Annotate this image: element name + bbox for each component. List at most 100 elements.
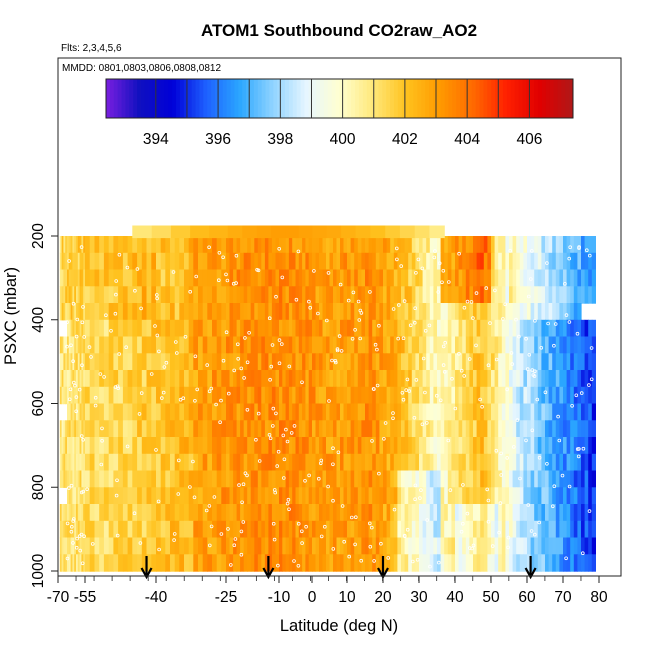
heatmap-cell: [465, 537, 470, 555]
colorbar-segment: [308, 79, 313, 118]
heatmap-cell: [322, 520, 327, 539]
heatmap-cell: [379, 269, 384, 287]
heatmap-cell: [198, 336, 204, 354]
sample-point: [484, 286, 489, 290]
heatmap-cell: [63, 453, 66, 472]
heatmap-cell: [103, 236, 110, 254]
heatmap-cell: [440, 470, 445, 488]
heatmap-cell: [240, 353, 245, 371]
heatmap-cell: [250, 386, 255, 405]
heatmap-cell-upper: [312, 225, 328, 239]
heatmap-cell: [552, 537, 557, 555]
sample-point: [65, 344, 69, 349]
sample-point: [369, 525, 374, 530]
heatmap-cell: [268, 537, 273, 555]
heatmap-cell: [523, 487, 528, 505]
heatmap-cell: [302, 420, 306, 438]
heatmap-cell: [347, 319, 352, 338]
heatmap-cell: [261, 403, 266, 421]
heatmap-cell: [188, 286, 194, 304]
heatmap-cell: [70, 269, 73, 287]
heatmap-cell: [322, 453, 327, 472]
colorbar-frame: [105, 78, 574, 119]
heatmap-cell: [326, 504, 331, 522]
heatmap-cell: [103, 286, 110, 304]
heatmap-cell: [275, 386, 280, 405]
heatmap-cell: [365, 269, 370, 287]
colorbar-segment: [522, 79, 527, 118]
heatmap-cell: [156, 520, 162, 539]
sample-point: [415, 557, 420, 562]
sample-point: [434, 393, 439, 398]
heatmap-cell: [184, 437, 190, 455]
sample-point: [335, 347, 340, 351]
heatmap-cell: [59, 504, 63, 522]
heatmap-cell: [570, 252, 575, 271]
heatmap-cell: [559, 319, 564, 338]
heatmap-cell: [487, 487, 492, 505]
colorbar-segment: [234, 79, 239, 118]
heatmap-cell: [527, 252, 532, 271]
heatmap-cell: [250, 319, 255, 338]
heatmap-cell: [233, 303, 238, 321]
heatmap-cell: [261, 303, 266, 321]
heatmap-cell: [379, 403, 384, 421]
heatmap-cell: [408, 403, 413, 421]
heatmap-cell: [537, 420, 542, 438]
heatmap-cell: [108, 520, 114, 539]
sample-point: [391, 416, 395, 421]
sample-point: [277, 247, 282, 251]
heatmap-cell: [447, 554, 452, 572]
heatmap-cell: [254, 370, 259, 388]
heatmap-cell: [336, 236, 341, 254]
sample-point: [506, 535, 511, 540]
sample-point: [349, 515, 354, 520]
heatmap-cell: [89, 252, 95, 271]
heatmap-cell: [76, 336, 79, 354]
heatmap-cell: [76, 487, 79, 505]
heatmap-cell: [243, 537, 248, 555]
heatmap-cell: [65, 437, 68, 455]
heatmap-cell: [188, 303, 194, 321]
heatmap-cell: [563, 487, 568, 505]
heatmap-cell: [555, 470, 560, 488]
heatmap-cell: [233, 403, 238, 421]
sample-point: [219, 398, 223, 403]
heatmap-cell: [552, 303, 557, 321]
sample-point: [132, 511, 137, 516]
heatmap-cell: [390, 370, 395, 388]
heatmap-cell: [77, 504, 81, 522]
heatmap-cell: [141, 252, 148, 271]
heatmap-cell: [476, 420, 481, 438]
heatmap-cell: [285, 353, 290, 371]
heatmap-cell: [288, 353, 293, 371]
heatmap-cell: [368, 420, 373, 438]
sample-point: [401, 397, 406, 402]
heatmap-cell: [275, 286, 280, 304]
sample-point: [247, 330, 251, 335]
heatmap-cell: [570, 470, 575, 488]
heatmap-cell: [361, 487, 366, 505]
heatmap-cell: [419, 554, 424, 572]
heatmap-cell: [408, 252, 413, 271]
heatmap-cell: [386, 303, 391, 321]
heatmap-cell: [288, 470, 293, 488]
sample-point: [589, 377, 594, 382]
heatmap-cell: [85, 470, 91, 488]
sample-point: [161, 390, 166, 395]
heatmap-cell: [451, 403, 456, 421]
heatmap-cell: [483, 236, 488, 254]
sample-point: [296, 563, 301, 568]
heatmap-cell: [548, 370, 553, 388]
heatmap-cell: [465, 236, 470, 254]
sample-point: [427, 323, 432, 328]
heatmap-cell: [429, 386, 434, 405]
heatmap-cell: [122, 470, 129, 488]
heatmap-cell: [156, 286, 162, 304]
colorbar: [105, 78, 574, 119]
heatmap-cell: [292, 386, 297, 405]
sample-point: [239, 366, 244, 371]
heatmap-cell: [308, 236, 313, 254]
heatmap-cell: [141, 236, 148, 254]
heatmap-cell: [419, 537, 424, 555]
